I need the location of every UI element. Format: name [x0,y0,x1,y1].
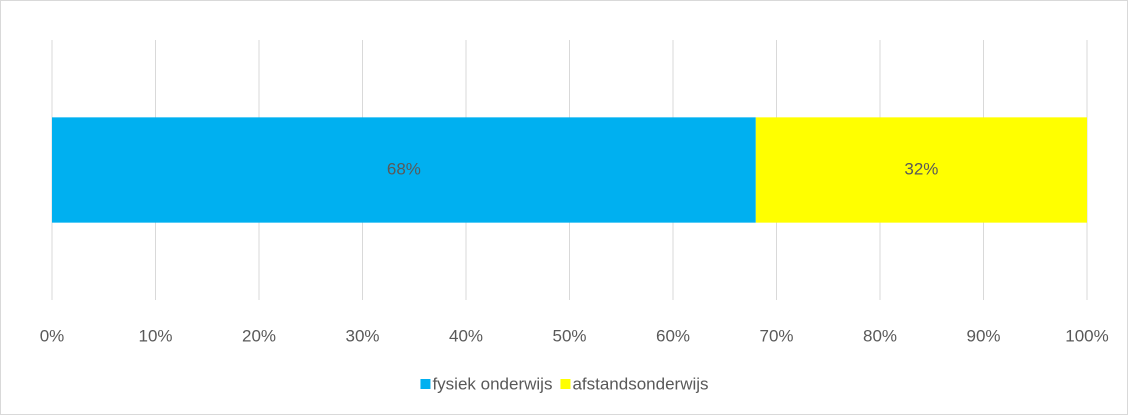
legend-swatch [420,379,431,389]
legend-label: fysiek onderwijs [432,374,552,393]
legend-label: afstandsonderwijs [572,374,708,393]
legend-swatch [560,379,571,389]
x-tick-label: 50% [552,326,586,345]
data-label: 68% [387,159,421,178]
x-tick-label: 60% [656,326,690,345]
x-tick-label: 0% [40,326,65,345]
x-tick-label: 30% [345,326,379,345]
data-label: 32% [904,159,938,178]
x-tick-label: 80% [863,326,897,345]
x-tick-label: 10% [138,326,172,345]
x-tick-label: 40% [449,326,483,345]
x-tick-label: 90% [966,326,1000,345]
bar-segment [52,117,756,223]
x-tick-label: 20% [242,326,276,345]
x-tick-label: 70% [759,326,793,345]
bar-segment [755,117,1087,223]
x-tick-label: 100% [1065,326,1108,345]
